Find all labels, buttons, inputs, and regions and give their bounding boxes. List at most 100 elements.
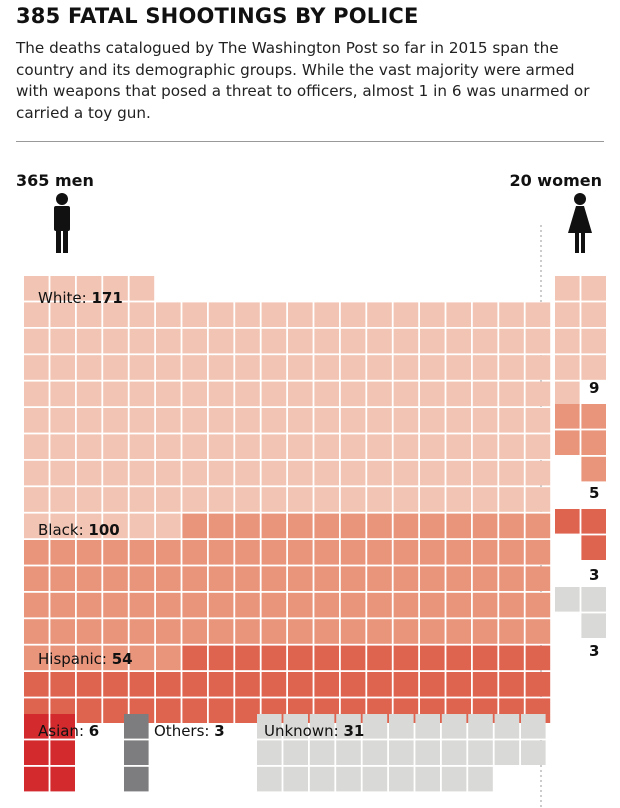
waffle-cell-men-black	[525, 513, 551, 539]
waffle-cell-men-white	[525, 434, 551, 459]
waffle-cell-men-black	[208, 566, 234, 591]
waffle-cell-men-white	[420, 355, 445, 380]
women-value-hispanic: 3	[589, 566, 599, 584]
waffle-cell-women-hispanic	[581, 535, 606, 560]
waffle-cell-men-white	[288, 408, 313, 433]
waffle-cell-men-hispanic	[288, 672, 313, 697]
label-hispanic: Hispanic: 54	[38, 650, 133, 668]
waffle-cell-men-unknown	[389, 714, 414, 739]
waffle-cell-men-unknown	[336, 740, 361, 765]
waffle-cell-men-white	[76, 355, 102, 380]
waffle-cell-men-black	[393, 540, 419, 565]
waffle-cell-men-black	[393, 592, 419, 618]
waffle-cell-men-black	[129, 619, 155, 644]
waffle-cell-men-white	[235, 302, 260, 327]
waffle-cell-men-white	[235, 381, 260, 407]
waffle-cell-men-black	[472, 513, 498, 539]
waffle-cell-men-unknown	[415, 714, 440, 739]
waffle-cell-men-unknown	[309, 740, 335, 765]
waffle-cell-women-white	[555, 276, 580, 301]
waffle-cell-men-white	[76, 381, 102, 407]
waffle-cell-men-white	[50, 355, 75, 380]
waffle-cell-women-white	[555, 381, 580, 407]
waffle-cell-men-black	[50, 566, 75, 591]
waffle-cell-men-white	[525, 381, 551, 407]
waffle-cell-men-black	[76, 540, 102, 565]
waffle-cell-men-unknown	[309, 714, 335, 739]
waffle-cell-men-white	[288, 487, 313, 512]
waffle-cell-men-unknown	[257, 714, 282, 739]
waffle-cell-men-white	[76, 408, 102, 433]
waffle-cell-men-white	[50, 328, 75, 354]
waffle-cell-men-white	[446, 328, 471, 354]
waffle-cell-men-black	[129, 566, 155, 591]
label-white: White: 171	[38, 289, 123, 307]
waffle-cell-men-unknown	[389, 740, 414, 765]
waffle-cell-men-unknown	[494, 740, 520, 765]
waffle-cell-men-white	[50, 460, 75, 486]
waffle-cell-men-white	[499, 328, 524, 354]
label-black: Black: 100	[38, 521, 120, 539]
waffle-cell-men-white	[420, 460, 445, 486]
waffle-cell-men-white	[393, 460, 419, 486]
waffle-cell-men-white	[182, 434, 207, 459]
waffle-cell-men-black	[288, 619, 313, 644]
waffle-cell-men-white	[103, 328, 128, 354]
waffle-cell-men-black	[156, 566, 181, 591]
waffle-cell-women-black	[555, 430, 580, 455]
waffle-cell-men-unknown	[415, 740, 440, 765]
waffle-cell-men-unknown	[336, 714, 361, 739]
waffle-cell-men-white	[288, 434, 313, 459]
waffle-cell-men-black	[182, 592, 207, 618]
waffle-cell-men-white	[393, 434, 419, 459]
waffle-cell-women-black	[555, 404, 580, 429]
waffle-cell-men-black	[24, 566, 49, 591]
waffle-cell-men-white	[24, 487, 49, 512]
waffle-cell-men-black	[499, 566, 524, 591]
waffle-cell-men-hispanic	[314, 672, 339, 697]
waffle-cell-men-hispanic	[24, 672, 49, 697]
waffle-cell-men-white	[103, 276, 128, 301]
waffle-cell-men-asian	[50, 740, 75, 765]
waffle-cell-men-black	[367, 566, 392, 591]
waffle-cell-men-white	[24, 355, 49, 380]
label-unknown: Unknown: 31	[264, 722, 364, 740]
waffle-cell-men-white	[446, 302, 471, 327]
waffle-cell-men-black	[499, 592, 524, 618]
waffle-cell-men-white	[156, 355, 181, 380]
waffle-cell-men-white	[314, 408, 339, 433]
waffle-cell-men-white	[472, 328, 498, 354]
waffle-cell-men-white	[76, 276, 102, 301]
waffle-cell-men-black	[314, 619, 339, 644]
waffle-cell-men-hispanic	[499, 672, 524, 697]
waffle-cell-men-white	[182, 408, 207, 433]
waffle-cell-men-white	[446, 434, 471, 459]
waffle-cell-men-hispanic	[182, 672, 207, 697]
title-divider	[16, 141, 604, 142]
waffle-cell-men-white	[446, 460, 471, 486]
women-group-label: 20 women	[509, 171, 602, 190]
waffle-cell-men-white	[367, 328, 392, 354]
waffle-cell-men-white	[156, 408, 181, 433]
waffle-cell-men-white	[50, 434, 75, 459]
waffle-cell-women-black	[581, 404, 606, 429]
waffle-cell-men-black	[340, 592, 366, 618]
waffle-cell-men-white	[367, 302, 392, 327]
waffle-cell-men-white	[129, 408, 155, 433]
waffle-cell-men-white	[182, 328, 207, 354]
waffle-cell-men-white	[129, 434, 155, 459]
waffle-cell-men-black	[314, 592, 339, 618]
waffle-cell-men-white	[261, 460, 287, 486]
waffle-cell-men-black	[420, 513, 445, 539]
waffle-cell-men-white	[208, 487, 234, 512]
waffle-cell-men-white	[446, 381, 471, 407]
waffle-cell-men-others	[124, 766, 149, 792]
waffle-cell-men-black	[24, 619, 49, 644]
waffle-cell-women-black	[581, 456, 606, 482]
waffle-cell-men-white	[499, 434, 524, 459]
waffle-cell-men-black	[340, 619, 366, 644]
waffle-cell-men-white	[288, 328, 313, 354]
waffle-cell-men-black	[129, 540, 155, 565]
waffle-cell-men-black	[420, 540, 445, 565]
waffle-cell-men-black	[235, 540, 260, 565]
